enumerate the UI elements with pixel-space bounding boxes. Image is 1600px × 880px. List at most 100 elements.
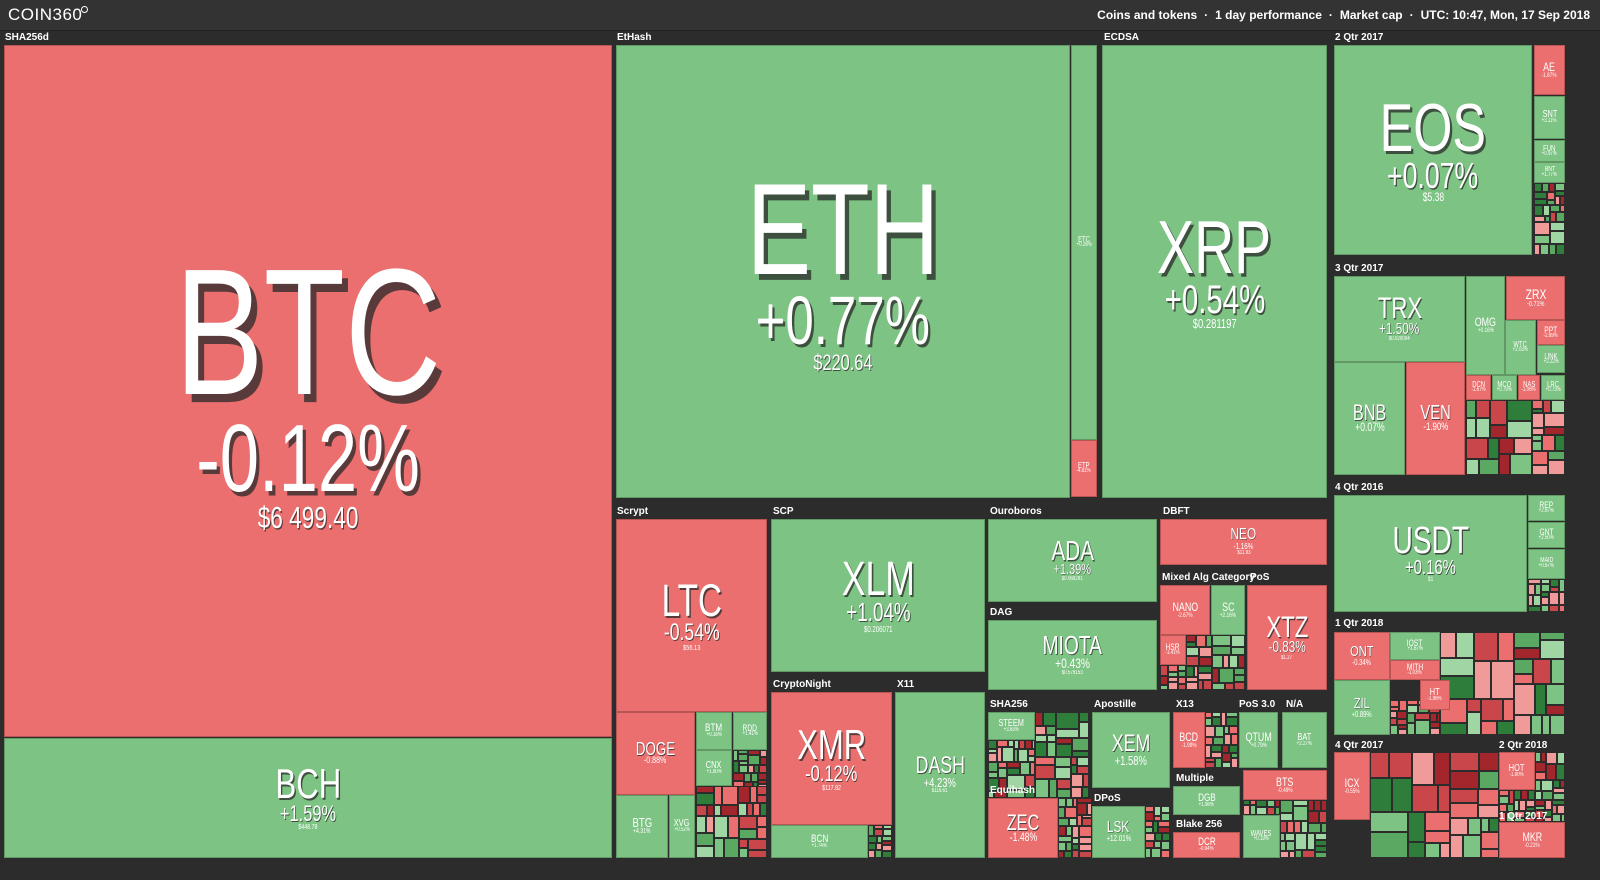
mini-tile[interactable]: [988, 762, 998, 772]
mini-tile[interactable]: [1315, 840, 1327, 846]
mini-tile[interactable]: [1186, 656, 1199, 666]
mini-tile[interactable]: [1212, 655, 1223, 668]
mini-tile[interactable]: [1035, 765, 1055, 779]
logo[interactable]: COIN360: [8, 5, 83, 24]
mini-tile[interactable]: [1407, 700, 1418, 705]
mini-tile[interactable]: [1071, 757, 1077, 765]
coin-tile[interactable]: BTC -0.12% $6 499.40: [4, 45, 612, 737]
mini-tile[interactable]: [1289, 851, 1295, 858]
mini-tile[interactable]: [1541, 592, 1549, 597]
mini-tile[interactable]: [1077, 803, 1087, 815]
mini-tile[interactable]: [1392, 778, 1412, 812]
mini-tile[interactable]: [1168, 682, 1178, 690]
mini-tile[interactable]: [1058, 851, 1064, 858]
mini-tile[interactable]: [1028, 749, 1035, 756]
mini-tile[interactable]: [1478, 789, 1499, 805]
mini-tile[interactable]: [753, 803, 760, 816]
mini-tile[interactable]: [1541, 605, 1549, 612]
mini-tile[interactable]: [1534, 235, 1550, 244]
mini-tile[interactable]: [1544, 810, 1552, 817]
coin-tile[interactable]: RDD +1.41%: [733, 712, 767, 750]
mini-tile[interactable]: [1519, 800, 1526, 811]
mini-tile[interactable]: [1198, 673, 1212, 680]
coin-tile[interactable]: LSK +12.01%: [1092, 806, 1145, 858]
mini-tile[interactable]: [1206, 635, 1212, 647]
mini-tile[interactable]: [1008, 740, 1014, 747]
coin-tile[interactable]: XMR -0.12% $117.82: [771, 692, 892, 825]
mini-tile[interactable]: [1072, 850, 1079, 858]
mini-tile[interactable]: [1243, 800, 1250, 805]
mini-tile[interactable]: [1531, 715, 1542, 735]
mini-tile[interactable]: [1479, 459, 1499, 475]
mini-tile[interactable]: [1287, 821, 1294, 833]
mini-tile[interactable]: [1497, 721, 1514, 735]
mini-tile[interactable]: [1478, 805, 1499, 818]
mini-tile[interactable]: [999, 778, 1007, 791]
mini-tile[interactable]: [1532, 441, 1542, 451]
coin-tile[interactable]: CNX +1.80%: [696, 750, 732, 786]
mini-tile[interactable]: [1064, 851, 1072, 858]
mini-tile[interactable]: [1178, 677, 1186, 684]
mini-tile[interactable]: [1293, 806, 1308, 821]
mini-tile[interactable]: [1079, 712, 1089, 722]
mini-tile[interactable]: [1315, 852, 1327, 858]
mini-tile[interactable]: [1145, 848, 1151, 858]
mini-tile[interactable]: [1425, 812, 1450, 831]
mini-tile[interactable]: [1178, 684, 1186, 690]
mini-tile[interactable]: [1294, 821, 1301, 833]
mini-tile[interactable]: [1557, 805, 1565, 814]
mini-tile[interactable]: [1390, 707, 1399, 711]
coin-tile[interactable]: ICX -0.55%: [1334, 752, 1370, 820]
mini-tile[interactable]: [1032, 740, 1035, 749]
mini-tile[interactable]: [1466, 459, 1479, 475]
mini-tile[interactable]: [739, 839, 748, 848]
mini-tile[interactable]: [722, 786, 738, 805]
mini-tile[interactable]: [1560, 205, 1565, 212]
mini-tile[interactable]: [1285, 833, 1295, 841]
mini-tile[interactable]: [1194, 666, 1198, 677]
mini-tile[interactable]: [1047, 735, 1056, 742]
mini-tile[interactable]: [1025, 775, 1035, 787]
mini-tile[interactable]: [883, 825, 892, 829]
mini-tile[interactable]: [747, 803, 753, 816]
mini-tile[interactable]: [1046, 726, 1056, 735]
mini-tile[interactable]: [706, 816, 714, 833]
mini-tile[interactable]: [1280, 813, 1293, 821]
mini-tile[interactable]: [696, 833, 714, 846]
mini-tile[interactable]: [1481, 832, 1499, 849]
mini-tile[interactable]: [1018, 749, 1028, 762]
mini-tile[interactable]: [1056, 744, 1072, 757]
mini-tile[interactable]: [1212, 668, 1219, 683]
mini-tile[interactable]: [1222, 745, 1229, 753]
mini-tile[interactable]: [1440, 632, 1456, 658]
mini-tile[interactable]: [1526, 807, 1535, 811]
mini-tile[interactable]: [714, 805, 721, 816]
mini-tile[interactable]: [1559, 605, 1565, 612]
mini-tile[interactable]: [1212, 683, 1225, 690]
mini-tile[interactable]: [1055, 757, 1071, 767]
mini-tile[interactable]: [1072, 838, 1079, 844]
mini-tile[interactable]: [1552, 814, 1561, 822]
mini-tile[interactable]: [1550, 205, 1560, 212]
mini-tile[interactable]: [1534, 205, 1543, 216]
mini-tile[interactable]: [1370, 832, 1408, 858]
mini-tile[interactable]: [1160, 676, 1168, 685]
mini-tile[interactable]: [1047, 742, 1056, 757]
mini-tile[interactable]: [1066, 798, 1073, 807]
mini-tile[interactable]: [1550, 715, 1565, 735]
coin-tile[interactable]: EOS +0.07% $5.38: [1334, 45, 1532, 255]
mini-tile[interactable]: [1212, 717, 1221, 726]
mini-tile[interactable]: [1161, 850, 1170, 858]
mini-tile[interactable]: [1226, 717, 1238, 726]
mini-tile[interactable]: [1043, 712, 1056, 726]
mini-tile[interactable]: [1412, 752, 1434, 785]
mini-tile[interactable]: [1528, 595, 1533, 606]
mini-tile[interactable]: [1370, 752, 1389, 778]
mini-tile[interactable]: [739, 829, 757, 839]
coin-tile[interactable]: ONT -0.34%: [1334, 632, 1390, 680]
mini-tile[interactable]: [1550, 212, 1556, 222]
coin-tile[interactable]: BCN +1.74%: [771, 825, 868, 858]
mini-tile[interactable]: [1025, 740, 1032, 749]
coin-tile[interactable]: HSR -1.41%: [1160, 635, 1186, 665]
mini-tile[interactable]: [1229, 745, 1238, 753]
